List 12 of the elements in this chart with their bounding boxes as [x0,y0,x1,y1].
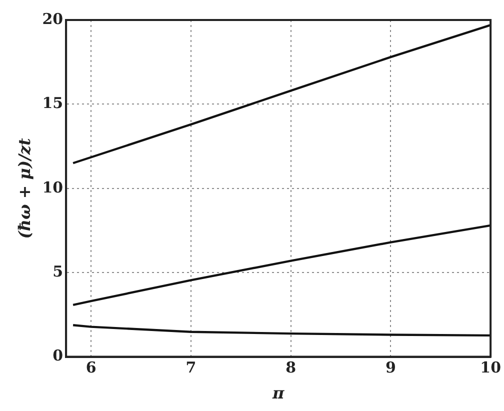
x-axis-title: π [271,384,284,403]
x-tick-label: 8 [286,358,296,377]
x-tick-label: 6 [86,358,96,377]
y-tick-label: 10 [42,178,64,196]
y-tick-label: 5 [52,262,64,280]
y-tick-label: 20 [42,10,64,28]
x-tick-label: 9 [385,358,396,377]
y-axis-title: (ħω + μ)/zt [14,138,34,239]
y-tick-label: 0 [52,346,64,365]
y-tick-label: 15 [42,94,64,112]
x-tick-label: 7 [186,358,196,377]
x-tick-label: 10 [480,358,501,377]
